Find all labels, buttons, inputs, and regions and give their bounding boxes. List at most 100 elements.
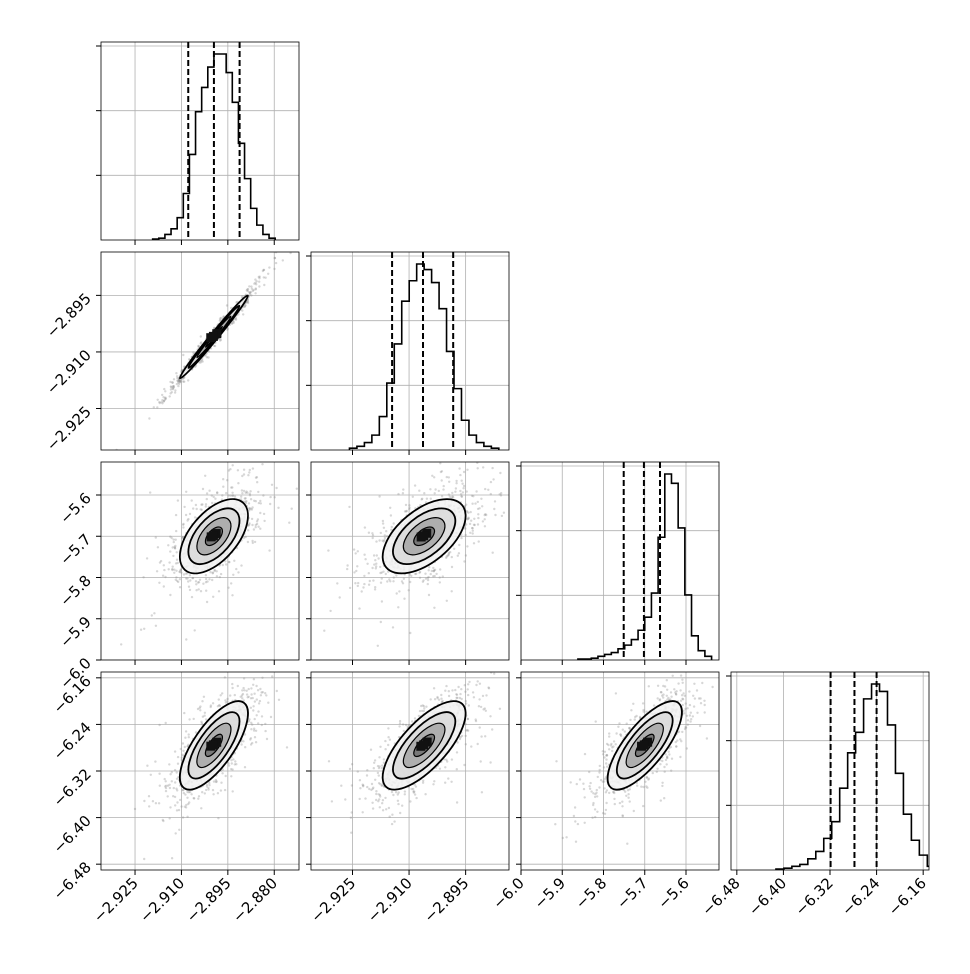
sample-point	[231, 687, 233, 689]
sample-point	[383, 758, 385, 760]
sample-point	[156, 570, 158, 572]
sample-point	[211, 502, 213, 504]
sample-point	[177, 385, 179, 387]
sample-point	[371, 783, 373, 785]
sample-point	[452, 653, 454, 655]
sample-point	[243, 469, 245, 471]
sample-point	[469, 523, 471, 525]
sample-point	[219, 339, 221, 341]
sample-point	[148, 795, 150, 797]
sample-point	[450, 781, 452, 783]
sample-point	[263, 520, 265, 522]
sample-point	[465, 554, 467, 556]
sample-point	[469, 532, 471, 534]
sample-point	[627, 797, 629, 799]
sample-point	[248, 285, 250, 287]
sample-point	[163, 400, 165, 402]
sample-point	[287, 651, 289, 653]
sample-point	[249, 493, 251, 495]
sample-point	[677, 621, 679, 623]
sample-point	[176, 551, 178, 553]
sample-point	[482, 466, 484, 468]
sample-point	[475, 684, 477, 686]
sample-point	[183, 712, 185, 714]
sample-point	[387, 736, 389, 738]
sample-point	[196, 508, 198, 510]
sample-point	[467, 683, 469, 685]
sample-point	[382, 520, 384, 522]
sample-point	[395, 791, 397, 793]
sample-point	[184, 746, 186, 748]
sample-point	[459, 693, 461, 695]
sample-point	[399, 812, 401, 814]
sample-point	[608, 748, 610, 750]
sample-point	[391, 823, 393, 825]
sample-point	[242, 693, 244, 695]
sample-point	[474, 524, 476, 526]
sample-point	[197, 581, 199, 583]
sample-point	[443, 485, 445, 487]
sample-point	[369, 580, 371, 582]
sample-point	[212, 571, 214, 573]
sample-point	[185, 638, 187, 640]
sample-point	[169, 817, 171, 819]
sample-point	[391, 526, 393, 528]
sample-point	[441, 479, 443, 481]
sample-point	[203, 715, 205, 717]
sample-point	[465, 700, 467, 702]
sample-point	[200, 341, 202, 343]
sample-point	[460, 688, 462, 690]
sample-point	[448, 481, 450, 483]
sample-point	[248, 471, 250, 473]
sample-point	[259, 512, 261, 514]
sample-point	[153, 612, 155, 614]
sample-point	[598, 771, 600, 773]
sample-point	[462, 487, 464, 489]
sample-point	[232, 494, 234, 496]
sample-point	[231, 683, 233, 685]
sample-point	[454, 491, 456, 493]
sample-point	[366, 774, 368, 776]
sample-point	[222, 478, 224, 480]
sample-point	[434, 575, 436, 577]
sample-point	[269, 669, 271, 671]
sample-point	[390, 514, 392, 516]
sample-point	[478, 507, 480, 509]
sample-point	[237, 685, 239, 687]
sample-point	[432, 570, 434, 572]
sample-point	[221, 692, 223, 694]
sample-point	[242, 740, 244, 742]
sample-point	[237, 571, 239, 573]
sample-point	[243, 689, 245, 691]
sample-point	[439, 581, 441, 583]
sample-point	[167, 795, 169, 797]
sample-point	[244, 766, 246, 768]
sample-point	[226, 479, 228, 481]
sample-point	[423, 492, 425, 494]
sample-point	[242, 313, 244, 315]
sample-point	[375, 799, 377, 801]
sample-point	[252, 542, 254, 544]
sample-point	[170, 385, 172, 387]
sample-point	[268, 549, 270, 551]
sample-point	[377, 645, 379, 647]
sample-point	[327, 549, 329, 551]
sample-point	[165, 790, 167, 792]
sample-point	[488, 662, 490, 664]
sample-point	[254, 278, 256, 280]
sample-point	[269, 503, 271, 505]
sample-point	[379, 746, 381, 748]
sample-point	[152, 800, 154, 802]
sample-point	[254, 736, 256, 738]
sample-point	[256, 481, 258, 483]
sample-point	[378, 495, 380, 497]
sample-point	[473, 696, 475, 698]
sample-point	[500, 492, 502, 494]
sample-point	[173, 541, 175, 543]
sample-point	[164, 778, 166, 780]
sample-point	[212, 793, 214, 795]
sample-point	[389, 816, 391, 818]
sample-point	[168, 763, 170, 765]
sample-point	[366, 563, 368, 565]
sample-point	[323, 630, 325, 632]
